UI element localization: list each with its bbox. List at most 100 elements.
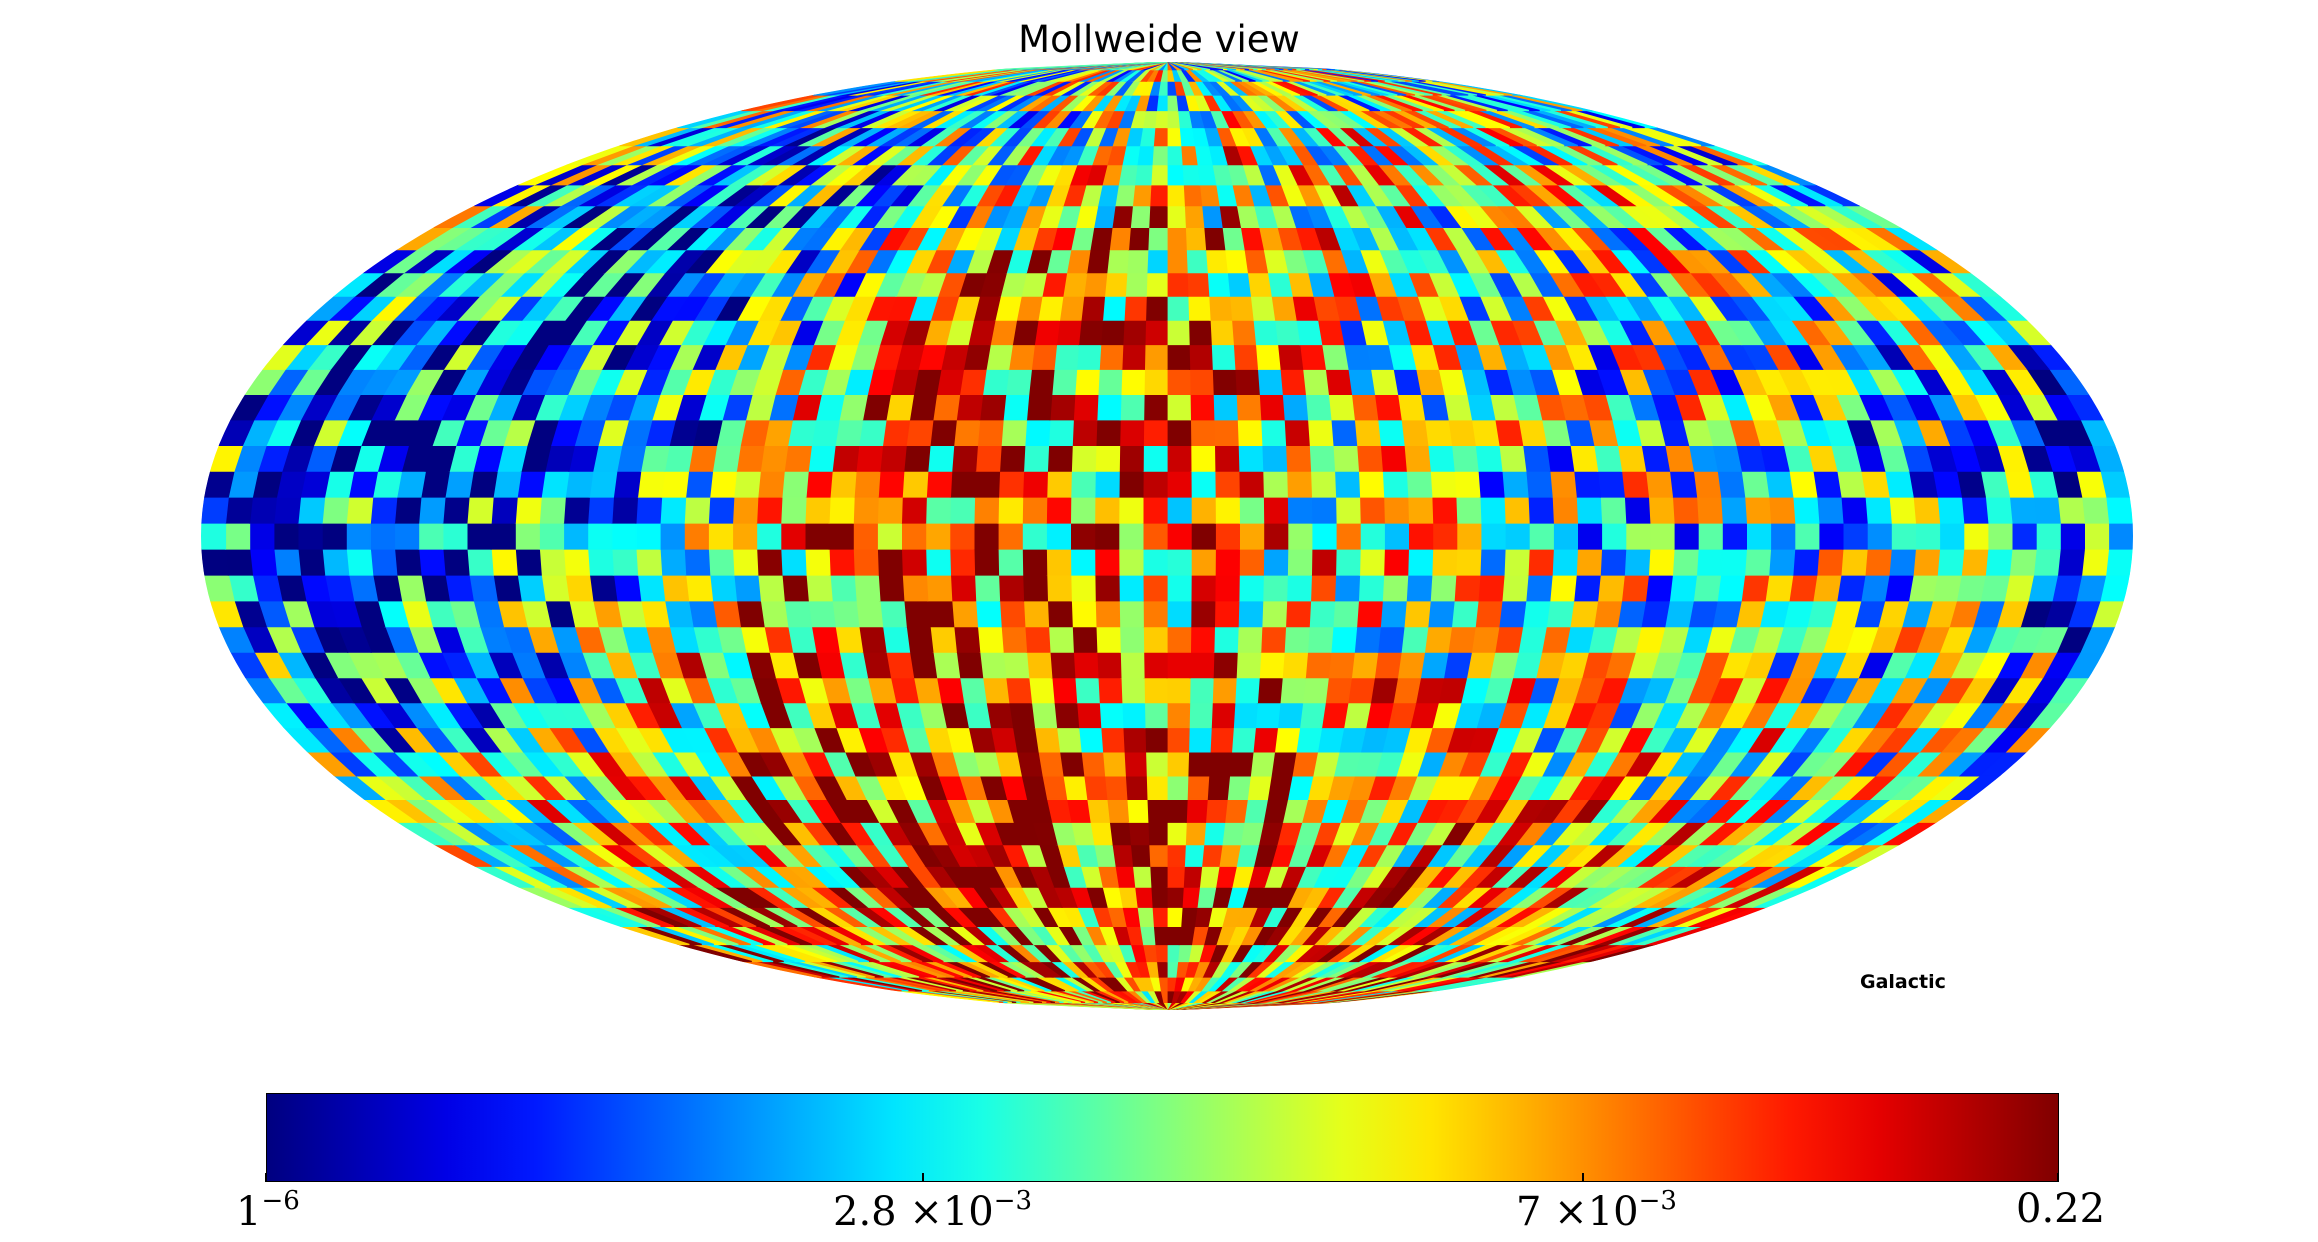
sky-pixel [1812, 574, 1842, 602]
sky-pixel [1121, 702, 1146, 729]
sky-pixel [490, 496, 518, 524]
sky-pixel [1213, 444, 1240, 472]
sky-pixel [1046, 600, 1073, 628]
sky-pixel [1470, 625, 1500, 653]
sky-pixel [1249, 295, 1276, 321]
sky-pixel [466, 548, 494, 576]
sky-pixel [1238, 470, 1264, 498]
sky-pixel [780, 496, 807, 524]
sky-pixel [1209, 726, 1234, 753]
sky-pixel [997, 522, 1023, 550]
sky-pixel [1095, 625, 1121, 653]
sky-pixel [248, 496, 278, 524]
sky-pixel [1118, 496, 1144, 524]
sky-pixel [1166, 94, 1179, 112]
sky-pixel [1118, 522, 1144, 550]
sky-pixel [659, 496, 687, 524]
sky-pixel [1407, 496, 1434, 524]
sky-pixel [1234, 676, 1260, 704]
sky-pixel [1860, 470, 1890, 498]
sky-pixel [1070, 444, 1097, 472]
sky-pixel [1545, 600, 1575, 628]
sky-pixel [958, 676, 987, 704]
sky-pixel [635, 548, 663, 576]
sky-pixel [1525, 470, 1553, 498]
sky-pixel [1237, 600, 1264, 628]
sky-pixel [1527, 548, 1554, 576]
sky-pixel [1816, 548, 1844, 576]
sky-pixel [1311, 522, 1337, 550]
sky-pixel [369, 522, 396, 550]
sky-pixel [1213, 625, 1239, 653]
sky-pixel [2032, 496, 2061, 524]
sky-pixel [1212, 651, 1238, 679]
sky-pixel [1198, 865, 1220, 888]
sky-pixel [1740, 574, 1770, 602]
sky-pixel [611, 496, 639, 524]
sky-pixel [2035, 522, 2061, 550]
sky-pixel [1327, 651, 1355, 679]
sky-pixel [1094, 574, 1120, 602]
sky-pixel [1047, 419, 1074, 446]
sky-pixel [1166, 702, 1191, 729]
sky-pixel [1405, 574, 1433, 602]
sky-pixel [929, 625, 957, 653]
sky-pixel [1310, 496, 1337, 524]
sky-pixel [1377, 625, 1405, 653]
sky-pixel [1306, 625, 1334, 653]
sky-pixel [1298, 702, 1326, 729]
sky-pixel [711, 600, 741, 628]
sky-pixel [516, 470, 546, 498]
sky-pixel [1308, 444, 1336, 472]
sky-pixel [731, 548, 759, 576]
sky-pixel [1180, 145, 1198, 166]
sky-pixel [1005, 368, 1033, 395]
sky-pixel [1166, 821, 1187, 846]
sky-pixel [1276, 343, 1304, 370]
sky-pixel [1214, 522, 1241, 550]
sky-pixel [955, 393, 984, 421]
sky-pixel [1187, 751, 1211, 777]
sky-pixel [516, 574, 546, 602]
sky-pixel [1400, 625, 1429, 653]
sky-pixel [1330, 625, 1358, 653]
sky-pixel [1166, 522, 1192, 550]
sky-pixel [1498, 444, 1527, 472]
sky-pixel [1124, 775, 1148, 801]
sky-pixel [1118, 419, 1145, 446]
sky-pixel [1816, 496, 1844, 524]
sky-pixel [1914, 522, 1941, 550]
sky-pixel [1498, 600, 1527, 628]
sky-pixel [297, 496, 326, 524]
sky-pixel [1070, 600, 1097, 628]
sky-pixel [1190, 470, 1216, 498]
sky-pixel [1232, 343, 1259, 370]
sky-pixel [1334, 496, 1361, 524]
sky-pixel [1218, 843, 1242, 867]
sky-pixel [1818, 522, 1844, 550]
sky-pixel [1357, 574, 1385, 602]
sky-pixel [1051, 676, 1078, 704]
sky-pixel [1273, 319, 1301, 346]
sky-pixel [1545, 444, 1575, 472]
sky-pixel [1455, 496, 1482, 524]
sky-pixel [1189, 419, 1216, 446]
sky-pixel [1503, 548, 1530, 576]
sky-pixel [201, 496, 229, 524]
sky-pixel [1131, 865, 1152, 888]
sky-pixel [976, 419, 1004, 446]
sky-pixel [924, 548, 952, 576]
sky-pixel [2032, 548, 2061, 576]
sky-pixel [1286, 496, 1313, 524]
sky-pixel [1470, 419, 1500, 446]
sky-pixel [1053, 702, 1080, 729]
sky-pixel [1142, 625, 1168, 653]
sky-pixel [1028, 676, 1055, 704]
sky-pixel [1226, 272, 1251, 297]
sky-pixel [1033, 726, 1061, 753]
sky-pixel [1142, 522, 1168, 550]
sky-pixel [1046, 444, 1073, 472]
sky-pixel [1166, 960, 1179, 978]
sky-pixel [1960, 548, 1989, 576]
sky-pixel [949, 470, 977, 498]
